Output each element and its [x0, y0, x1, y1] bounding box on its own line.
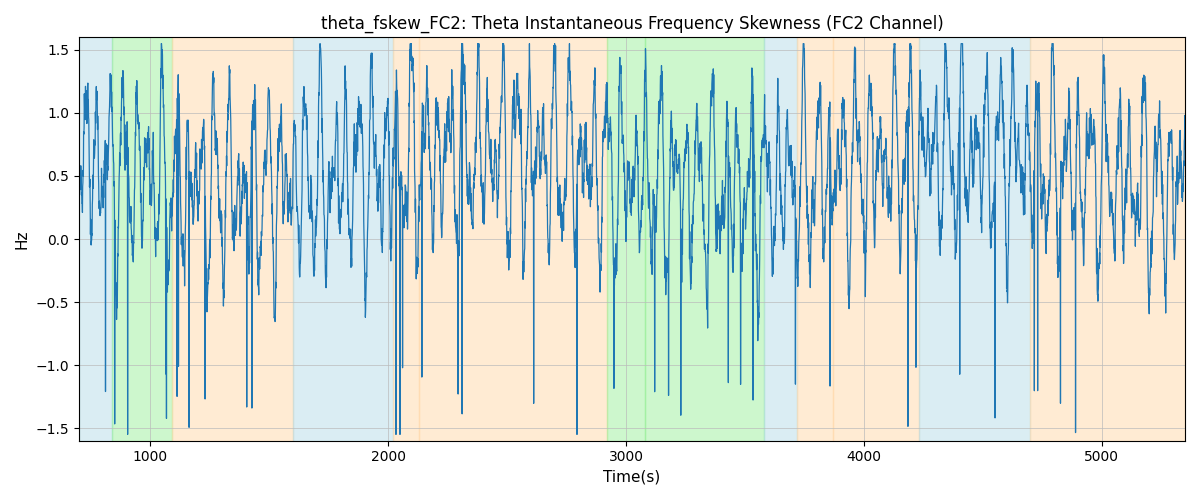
Bar — [113, 38, 172, 440]
Bar — [293, 38, 392, 440]
Bar — [79, 38, 113, 440]
Bar — [607, 38, 646, 440]
Bar — [918, 38, 1031, 440]
Bar — [797, 38, 833, 440]
Y-axis label: Hz: Hz — [14, 230, 30, 249]
Bar — [646, 38, 764, 440]
Bar — [172, 38, 293, 440]
Title: theta_fskew_FC2: Theta Instantaneous Frequency Skewness (FC2 Channel): theta_fskew_FC2: Theta Instantaneous Fre… — [320, 15, 943, 34]
Bar — [419, 38, 607, 440]
Bar — [392, 38, 419, 440]
Bar — [833, 38, 918, 440]
X-axis label: Time(s): Time(s) — [604, 470, 660, 485]
Bar — [764, 38, 797, 440]
Bar — [1031, 38, 1184, 440]
